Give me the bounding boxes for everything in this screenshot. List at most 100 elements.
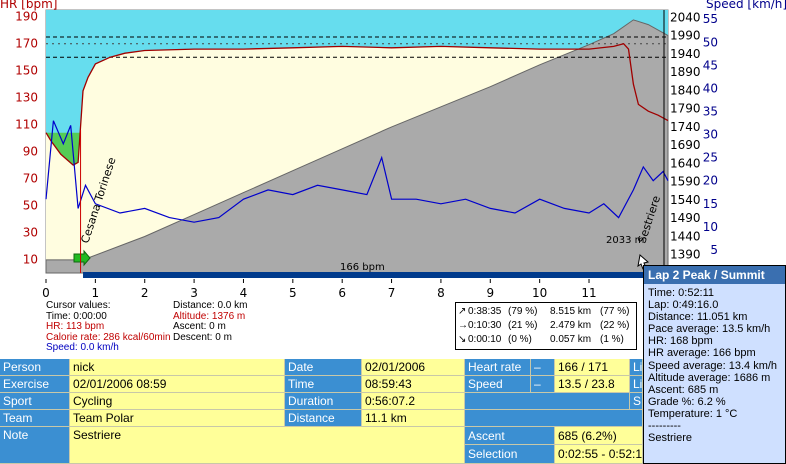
exercise-value[interactable]: 02/01/2006 08:59 <box>70 376 285 393</box>
x-tick-label: 10 <box>532 286 547 300</box>
exercise-info-table: Person nick Exercise 02/01/2006 08:59 Sp… <box>0 359 643 464</box>
tooltip-title: Lap 2 Peak / Summit <box>644 266 785 284</box>
x-tick-label: 2 <box>141 286 149 300</box>
speed-tick-label: 30 <box>703 128 718 142</box>
start-arrow-icon <box>73 249 91 267</box>
altitude-tick-label: 1440 <box>670 229 701 243</box>
zone-time-pct: (79 %) <box>508 306 538 317</box>
tooltip-line: --------- <box>648 420 681 433</box>
altitude-tick-label: 1540 <box>670 193 701 207</box>
distance-label: Distance <box>285 410 362 427</box>
altitude-area <box>45 19 669 274</box>
speed-axis-title: Speed [km/h] <box>706 0 786 11</box>
hr-tick-label: 90 <box>23 145 38 159</box>
ascent-value[interactable]: 685 (6.2%) <box>555 427 643 445</box>
x-tick-label: 9 <box>486 286 494 300</box>
s-extra: S <box>630 393 643 410</box>
tooltip-line: Time: 0:52:11 <box>648 287 715 299</box>
cursor-distance: Distance: 0.0 km <box>173 300 248 311</box>
selection-value[interactable]: 0:02:55 - 0:52:1 <box>555 445 643 464</box>
selection-label: Selection <box>465 445 555 464</box>
speed-tick-label: 40 <box>703 81 718 95</box>
cursor-calorie: Calorie rate: 286 kcal/60min <box>46 331 171 343</box>
altitude-tick-label: 1840 <box>670 83 701 97</box>
altitude-tick-label: 1740 <box>670 120 701 134</box>
exercise-label: Exercise <box>0 376 70 393</box>
distance-value[interactable]: 11.1 km <box>362 410 465 427</box>
hr-tick-label: 170 <box>15 37 38 51</box>
date-value[interactable]: 02/01/2006 <box>362 359 465 376</box>
person-label: Person <box>0 359 70 376</box>
tooltip-body: Time: 0:52:11 Lap: 0:49:16.0 Distance: 11.… <box>644 284 785 444</box>
speed-tick-label: 20 <box>703 174 718 188</box>
speed-tick-label: 45 <box>703 58 718 72</box>
tooltip-line: Sestriere <box>648 432 693 445</box>
heart-rate-extra: Li <box>630 359 643 376</box>
time-value[interactable]: 08:59:43 <box>362 376 465 393</box>
hr-axis-title: HR [bpm] <box>0 0 57 11</box>
zone-time-pct: (0 %) <box>508 334 532 345</box>
x-tick-label: 6 <box>338 286 346 300</box>
blank-label <box>465 393 630 410</box>
cursor-altitude: Altitude: 1376 m <box>173 310 246 322</box>
time-label: Time <box>285 376 362 393</box>
altitude-tick-label: 1640 <box>670 156 701 170</box>
grade-zone-summary: ↗ 0:38:35 (79 %) 8.515 km (77 %) → 0:10:… <box>455 302 637 350</box>
zone-distance-pct: (22 %) <box>600 320 630 331</box>
heart-rate-value[interactable]: 166 / 171 <box>555 359 630 376</box>
x-tick-label: 0 <box>42 286 50 300</box>
blank-label <box>465 410 643 427</box>
speed-tick-label: 10 <box>703 220 718 234</box>
downhill-icon: ↘ <box>458 334 467 345</box>
x-tick-label: 5 <box>289 286 297 300</box>
speed-tick-label: 55 <box>703 12 718 26</box>
team-label: Team <box>0 410 70 427</box>
zone-distance: 2.479 km <box>550 320 592 331</box>
speed-dash: – <box>531 376 555 393</box>
sport-value[interactable]: Cycling <box>70 393 285 410</box>
note-value[interactable]: Sestriere <box>70 427 465 464</box>
zone-distance: 0.057 km <box>550 334 592 345</box>
tooltip-line: Grade %: 6.2 % <box>648 395 726 408</box>
cursor-speed: Speed: 0.0 km/h <box>46 342 119 353</box>
hr-tick-label: 110 <box>15 118 38 132</box>
hr-tick-label: 30 <box>23 226 38 240</box>
zone-distance: 8.515 km <box>550 306 592 317</box>
hr-tick-label: 150 <box>15 64 38 78</box>
tooltip-line: Ascent: 685 m <box>648 383 719 396</box>
zone-time: 0:10:30 <box>468 320 502 331</box>
avg-hr-label: 166 bpm <box>340 262 385 273</box>
peak-altitude-label: 2033 m <box>606 235 644 246</box>
note-label: Note <box>0 427 70 464</box>
duration-label: Duration <box>285 393 362 410</box>
tooltip-line: Altitude average: 1686 m <box>648 371 771 384</box>
team-value[interactable]: Team Polar <box>70 410 285 427</box>
speed-tick-label: 50 <box>703 35 718 49</box>
lap-tooltip: Lap 2 Peak / Summit Time: 0:52:11 Lap: 0:… <box>643 265 786 464</box>
flat-icon: → <box>458 320 468 331</box>
cursor-values: Cursor values: Time: 0:00:00 HR: 113 bpm… <box>46 300 171 354</box>
x-tick-label: 3 <box>190 286 198 300</box>
altitude-tick-label: 1790 <box>670 102 701 116</box>
zone-distance-pct: (77 %) <box>600 306 630 317</box>
altitude-tick-label: 1890 <box>670 65 701 79</box>
zone-distance-pct: (1 %) <box>600 334 624 345</box>
speed-line <box>45 120 669 223</box>
speed-label: Speed <box>465 376 531 393</box>
ascent-label: Ascent <box>465 427 555 445</box>
heart-rate-dash: – <box>531 359 555 376</box>
person-value[interactable]: nick <box>70 359 285 376</box>
avg-hr-bar <box>83 272 669 278</box>
hr-tick-label: 190 <box>15 10 38 24</box>
x-tick-label: 7 <box>388 286 396 300</box>
uphill-icon: ↗ <box>458 306 467 317</box>
x-tick-label: 4 <box>240 286 248 300</box>
speed-value[interactable]: 13.5 / 23.8 <box>555 376 630 393</box>
tooltip-line: Pace average: 13.5 km/h <box>648 323 771 336</box>
x-tick-label: 11 <box>581 286 596 300</box>
hr-tick-label: 50 <box>23 199 38 213</box>
duration-value[interactable]: 0:56:07.2 <box>362 393 465 410</box>
hr-tick-label: 10 <box>23 253 38 267</box>
altitude-tick-label: 1390 <box>670 248 701 262</box>
